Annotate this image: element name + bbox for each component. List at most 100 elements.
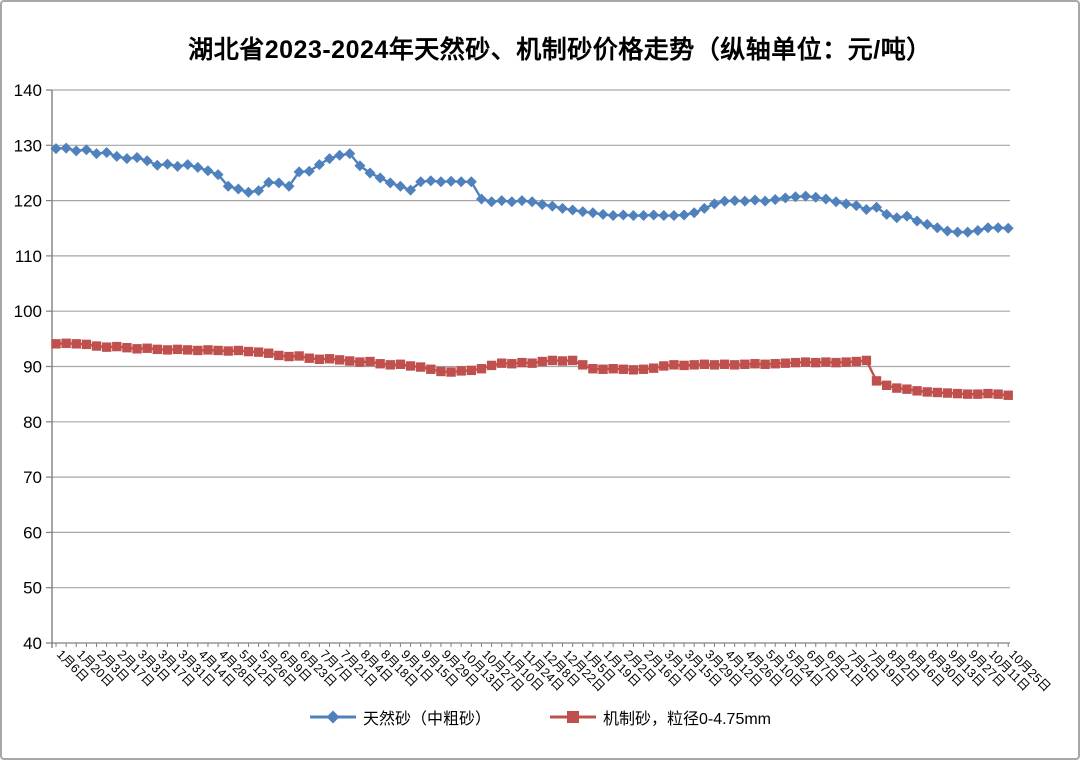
data-point-marker — [365, 356, 375, 367]
data-point-marker — [921, 218, 933, 230]
data-point-marker — [415, 176, 427, 188]
data-point-marker — [476, 364, 487, 374]
data-point-marker — [952, 388, 963, 399]
data-point-marker — [871, 201, 883, 213]
data-point-marker — [546, 200, 558, 212]
data-point-marker — [486, 196, 498, 208]
data-point-marker — [91, 148, 103, 160]
svg-text:140: 140 — [14, 81, 42, 100]
svg-text:110: 110 — [15, 247, 42, 266]
data-point-marker — [840, 198, 852, 210]
data-point-marker — [709, 360, 720, 370]
data-point-marker — [313, 159, 325, 171]
natural-sand-swatch-icon — [309, 710, 356, 724]
x-axis-labels: 1月6日1月20日2月3日2月17日3月3日3月17日3月31日4月14日4月2… — [54, 643, 1053, 694]
svg-text:80: 80 — [23, 413, 42, 432]
data-point-marker — [831, 357, 841, 368]
data-point-marker — [780, 358, 791, 368]
data-point-marker — [628, 365, 639, 375]
legend-item-natural-sand: 天然砂（中粗砂） — [309, 705, 491, 729]
data-point-marker — [142, 343, 152, 353]
data-point-marker — [466, 365, 477, 376]
svg-text:50: 50 — [23, 579, 42, 598]
machine-sand-swatch-icon — [549, 711, 596, 723]
data-point-marker — [740, 359, 750, 369]
data-point-marker — [355, 357, 365, 367]
machine-sand-series — [51, 338, 1013, 400]
data-point-marker — [669, 360, 679, 370]
data-point-marker — [497, 358, 507, 368]
legend-item-machine-sand: 机制砂，粒径0-4.75mm — [549, 705, 771, 729]
data-point-marker — [304, 353, 314, 363]
data-point-marker — [689, 360, 699, 370]
data-point-marker — [597, 208, 609, 220]
data-point-marker — [708, 198, 720, 210]
data-point-marker — [983, 388, 993, 399]
data-point-marker — [445, 175, 457, 187]
data-point-marker — [456, 366, 466, 376]
data-point-marker — [172, 344, 183, 355]
data-point-marker — [516, 195, 528, 207]
data-point-marker — [811, 357, 821, 368]
data-point-marker — [973, 389, 983, 399]
data-point-marker — [688, 207, 700, 219]
data-point-marker — [1003, 390, 1013, 400]
data-point-marker — [891, 212, 903, 224]
data-point-marker — [750, 359, 760, 369]
data-point-marker — [860, 203, 872, 215]
data-point-marker — [770, 359, 780, 369]
data-point-marker — [932, 387, 943, 398]
data-point-marker — [536, 198, 548, 210]
data-point-marker — [902, 384, 912, 394]
data-point-marker — [344, 148, 356, 160]
data-point-marker — [213, 345, 223, 356]
data-point-marker — [232, 183, 244, 195]
data-point-marker — [80, 144, 92, 156]
data-point-marker — [779, 192, 791, 204]
data-point-marker — [638, 210, 650, 222]
data-point-marker — [253, 185, 265, 197]
data-point-marker — [557, 202, 568, 214]
data-point-marker — [648, 363, 659, 373]
data-point-marker — [465, 176, 477, 188]
data-point-marker — [962, 226, 974, 238]
data-point-marker — [294, 351, 304, 361]
data-point-marker — [324, 153, 336, 165]
data-point-marker — [820, 193, 832, 205]
svg-text:40: 40 — [23, 634, 42, 653]
data-point-marker — [963, 389, 973, 399]
data-point-marker — [264, 348, 274, 358]
data-point-marker — [101, 342, 112, 352]
data-point-marker — [496, 195, 508, 207]
data-point-marker — [598, 364, 608, 374]
svg-text:70: 70 — [23, 468, 42, 487]
data-point-marker — [942, 388, 953, 398]
data-point-marker — [658, 210, 670, 222]
data-point-marker — [253, 347, 264, 357]
data-point-marker — [901, 210, 913, 222]
data-point-marker — [61, 338, 71, 348]
data-point-marker — [284, 351, 294, 362]
data-point-marker — [567, 204, 579, 216]
data-point-marker — [263, 176, 275, 188]
data-point-marker — [162, 345, 173, 355]
data-point-marker — [608, 364, 618, 374]
data-point-marker — [557, 356, 568, 366]
data-point-marker — [131, 151, 143, 163]
data-point-marker — [60, 142, 72, 154]
data-point-marker — [851, 356, 861, 367]
data-point-marker — [992, 222, 1004, 234]
data-point-marker — [627, 210, 639, 222]
data-point-marker — [668, 210, 680, 222]
data-point-marker — [830, 196, 842, 208]
data-point-marker — [810, 191, 822, 203]
data-point-marker — [334, 355, 345, 365]
natural-sand-series — [50, 142, 1014, 238]
data-point-marker — [375, 359, 385, 369]
data-point-marker — [607, 210, 619, 222]
data-point-marker — [202, 165, 214, 177]
data-point-marker — [659, 361, 669, 371]
data-point-marker — [243, 346, 254, 357]
data-point-marker — [334, 149, 346, 161]
